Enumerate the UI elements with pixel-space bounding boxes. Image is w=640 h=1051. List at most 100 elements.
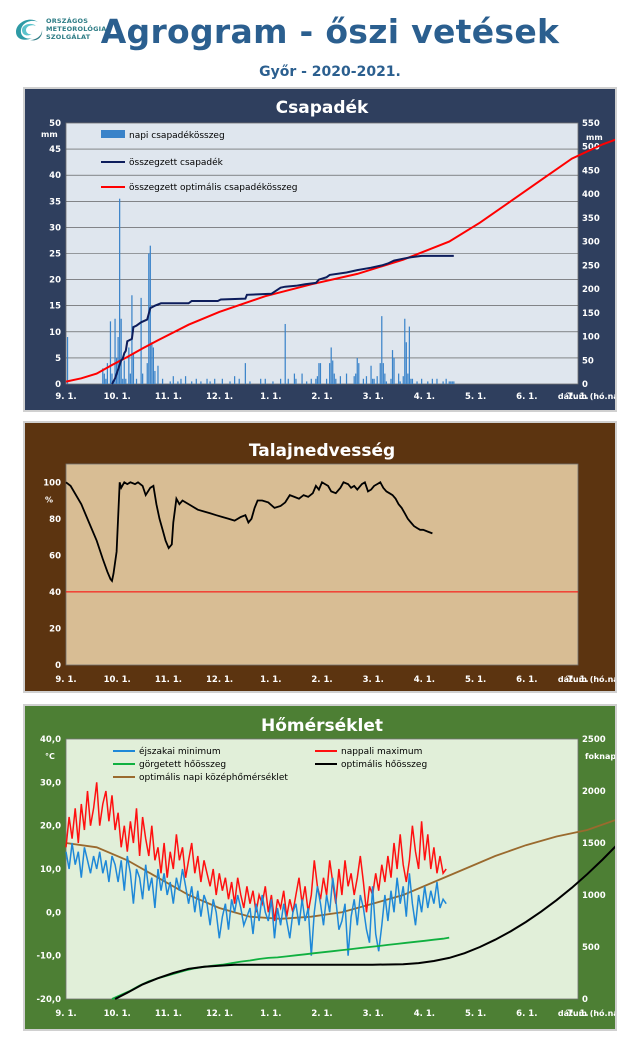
y-tick-label: -10,0 <box>37 952 62 962</box>
precip-bar <box>382 363 384 384</box>
x-tick-label: 3. 1. <box>363 1009 384 1019</box>
precip-bar <box>330 347 332 384</box>
y-axis-unit: °C <box>45 752 55 761</box>
precip-bar <box>450 381 452 384</box>
precipitation-chart: Csapadék05101520253035404550050100150200… <box>41 98 615 402</box>
y-tick-label: 80 <box>49 515 61 525</box>
precip-bar <box>376 376 378 384</box>
x-axis-label: dátum (hó.nap) <box>558 1008 615 1018</box>
y-tick-label: 0,0 <box>46 908 61 918</box>
precip-bar <box>103 373 105 384</box>
precip-bar <box>106 363 109 384</box>
x-axis-label: dátum (hó.nap) <box>558 674 615 684</box>
precip-bar <box>111 373 113 384</box>
y2-tick-label: 0 <box>582 995 588 1005</box>
precip-bar <box>332 360 334 384</box>
x-tick-label: 1. 1. <box>260 675 281 685</box>
y-axis-unit: mm <box>41 130 58 139</box>
precip-bar <box>339 376 342 384</box>
precip-bar <box>393 357 395 384</box>
chart-title: Csapadék <box>276 98 369 118</box>
page-title: Agrogram - őszi vetések <box>100 12 560 51</box>
precip-bar <box>234 376 236 384</box>
precip-bar <box>221 378 223 384</box>
x-tick-label: 3. 1. <box>363 675 384 685</box>
x-tick-label: 12. 1. <box>206 1009 233 1019</box>
x-tick-label: 9. 1. <box>55 675 76 685</box>
precip-bar <box>385 381 387 384</box>
precip-bar <box>365 376 368 384</box>
precip-bar <box>238 378 240 384</box>
legend-swatch-bars <box>101 130 125 138</box>
logo-line-3: SZOLGÁLAT <box>46 33 91 41</box>
y-tick-label: 30 <box>49 223 61 233</box>
x-tick-label: 12. 1. <box>206 675 233 685</box>
y2-tick-label: 1500 <box>582 839 606 849</box>
optimal-heat-sum-line <box>114 845 615 1000</box>
y2-tick-label: 150 <box>582 309 600 319</box>
precip-bar <box>356 357 358 384</box>
y2-tick-label: 250 <box>582 261 600 271</box>
precip-bar <box>125 378 127 384</box>
y2-tick-label: 550 <box>582 119 600 129</box>
precip-bar <box>358 363 360 384</box>
precip-bar <box>407 373 409 384</box>
legend-label: nappali maximum <box>341 747 422 757</box>
precip-bar <box>191 381 193 384</box>
precip-bar <box>355 373 357 384</box>
precip-bar <box>157 365 159 384</box>
y2-tick-label: 200 <box>582 285 600 295</box>
precip-bar <box>445 378 447 384</box>
precip-bar <box>404 318 406 384</box>
precip-bar <box>161 378 164 384</box>
soil-moisture-panel: Talajnedvesség 0 20 40 60 80 100% 9. 1. 10. 1. 11… <box>23 421 617 693</box>
x-tick-label: 7. 1. <box>567 392 588 402</box>
precip-bar <box>135 378 138 384</box>
precip-bar <box>306 381 308 384</box>
precip-bar <box>310 378 312 384</box>
plot-area <box>65 463 579 666</box>
x-tick-label: 7. 1. <box>567 1009 588 1019</box>
precip-bar <box>381 316 383 384</box>
logo-line-1: ORSZÁGOS <box>46 17 89 25</box>
precip-bar <box>102 368 104 384</box>
precip-bar <box>180 378 182 384</box>
precip-bar <box>284 323 286 384</box>
x-tick-label: 10. 1. <box>104 392 131 402</box>
precip-bar <box>362 378 365 384</box>
precip-bar <box>405 342 407 384</box>
y-tick-label: 40 <box>49 588 61 598</box>
precipitation-panel: Csapadék 0 5 10 15 20 25 30 35 40 45 50 0 50 100 150 200… <box>23 87 617 412</box>
soil-moisture-line <box>65 480 433 583</box>
min-temp-line <box>65 842 447 956</box>
chart-title: Talajnedvesség <box>249 441 395 461</box>
x-tick-label: 2. 1. <box>311 1009 332 1019</box>
x-tick-label: 11. 1. <box>155 392 182 402</box>
precip-bar <box>345 373 348 384</box>
y-tick-label: 20 <box>49 276 61 286</box>
x-tick-label: 6. 1. <box>516 1009 537 1019</box>
precip-bar <box>318 363 320 384</box>
precip-bar <box>315 378 317 384</box>
logo-swirl-icon <box>16 19 43 41</box>
precip-bar <box>206 378 208 384</box>
x-tick-label: 3. 1. <box>363 392 384 402</box>
precip-bar <box>172 376 174 384</box>
precip-bar <box>410 378 412 384</box>
x-tick-label: 4. 1. <box>414 392 435 402</box>
precip-bar <box>249 381 251 384</box>
y-tick-label: 40,0 <box>40 735 61 745</box>
precip-bar <box>384 373 386 384</box>
precip-bar <box>229 381 231 384</box>
y2-axis-unit: foknap <box>585 752 615 761</box>
precip-bar <box>149 245 151 384</box>
x-tick-label: 9. 1. <box>55 1009 76 1019</box>
precip-bar <box>177 381 179 384</box>
legend-label: görgetett hőösszeg <box>139 760 226 770</box>
precip-bar <box>416 381 418 384</box>
legend-label: összegzett csapadék <box>129 157 224 168</box>
y-tick-label: 30,0 <box>40 778 61 788</box>
precip-bar <box>66 337 69 384</box>
legend-label: éjszakai minimum <box>139 746 221 757</box>
y-tick-label: 5 <box>55 354 61 364</box>
